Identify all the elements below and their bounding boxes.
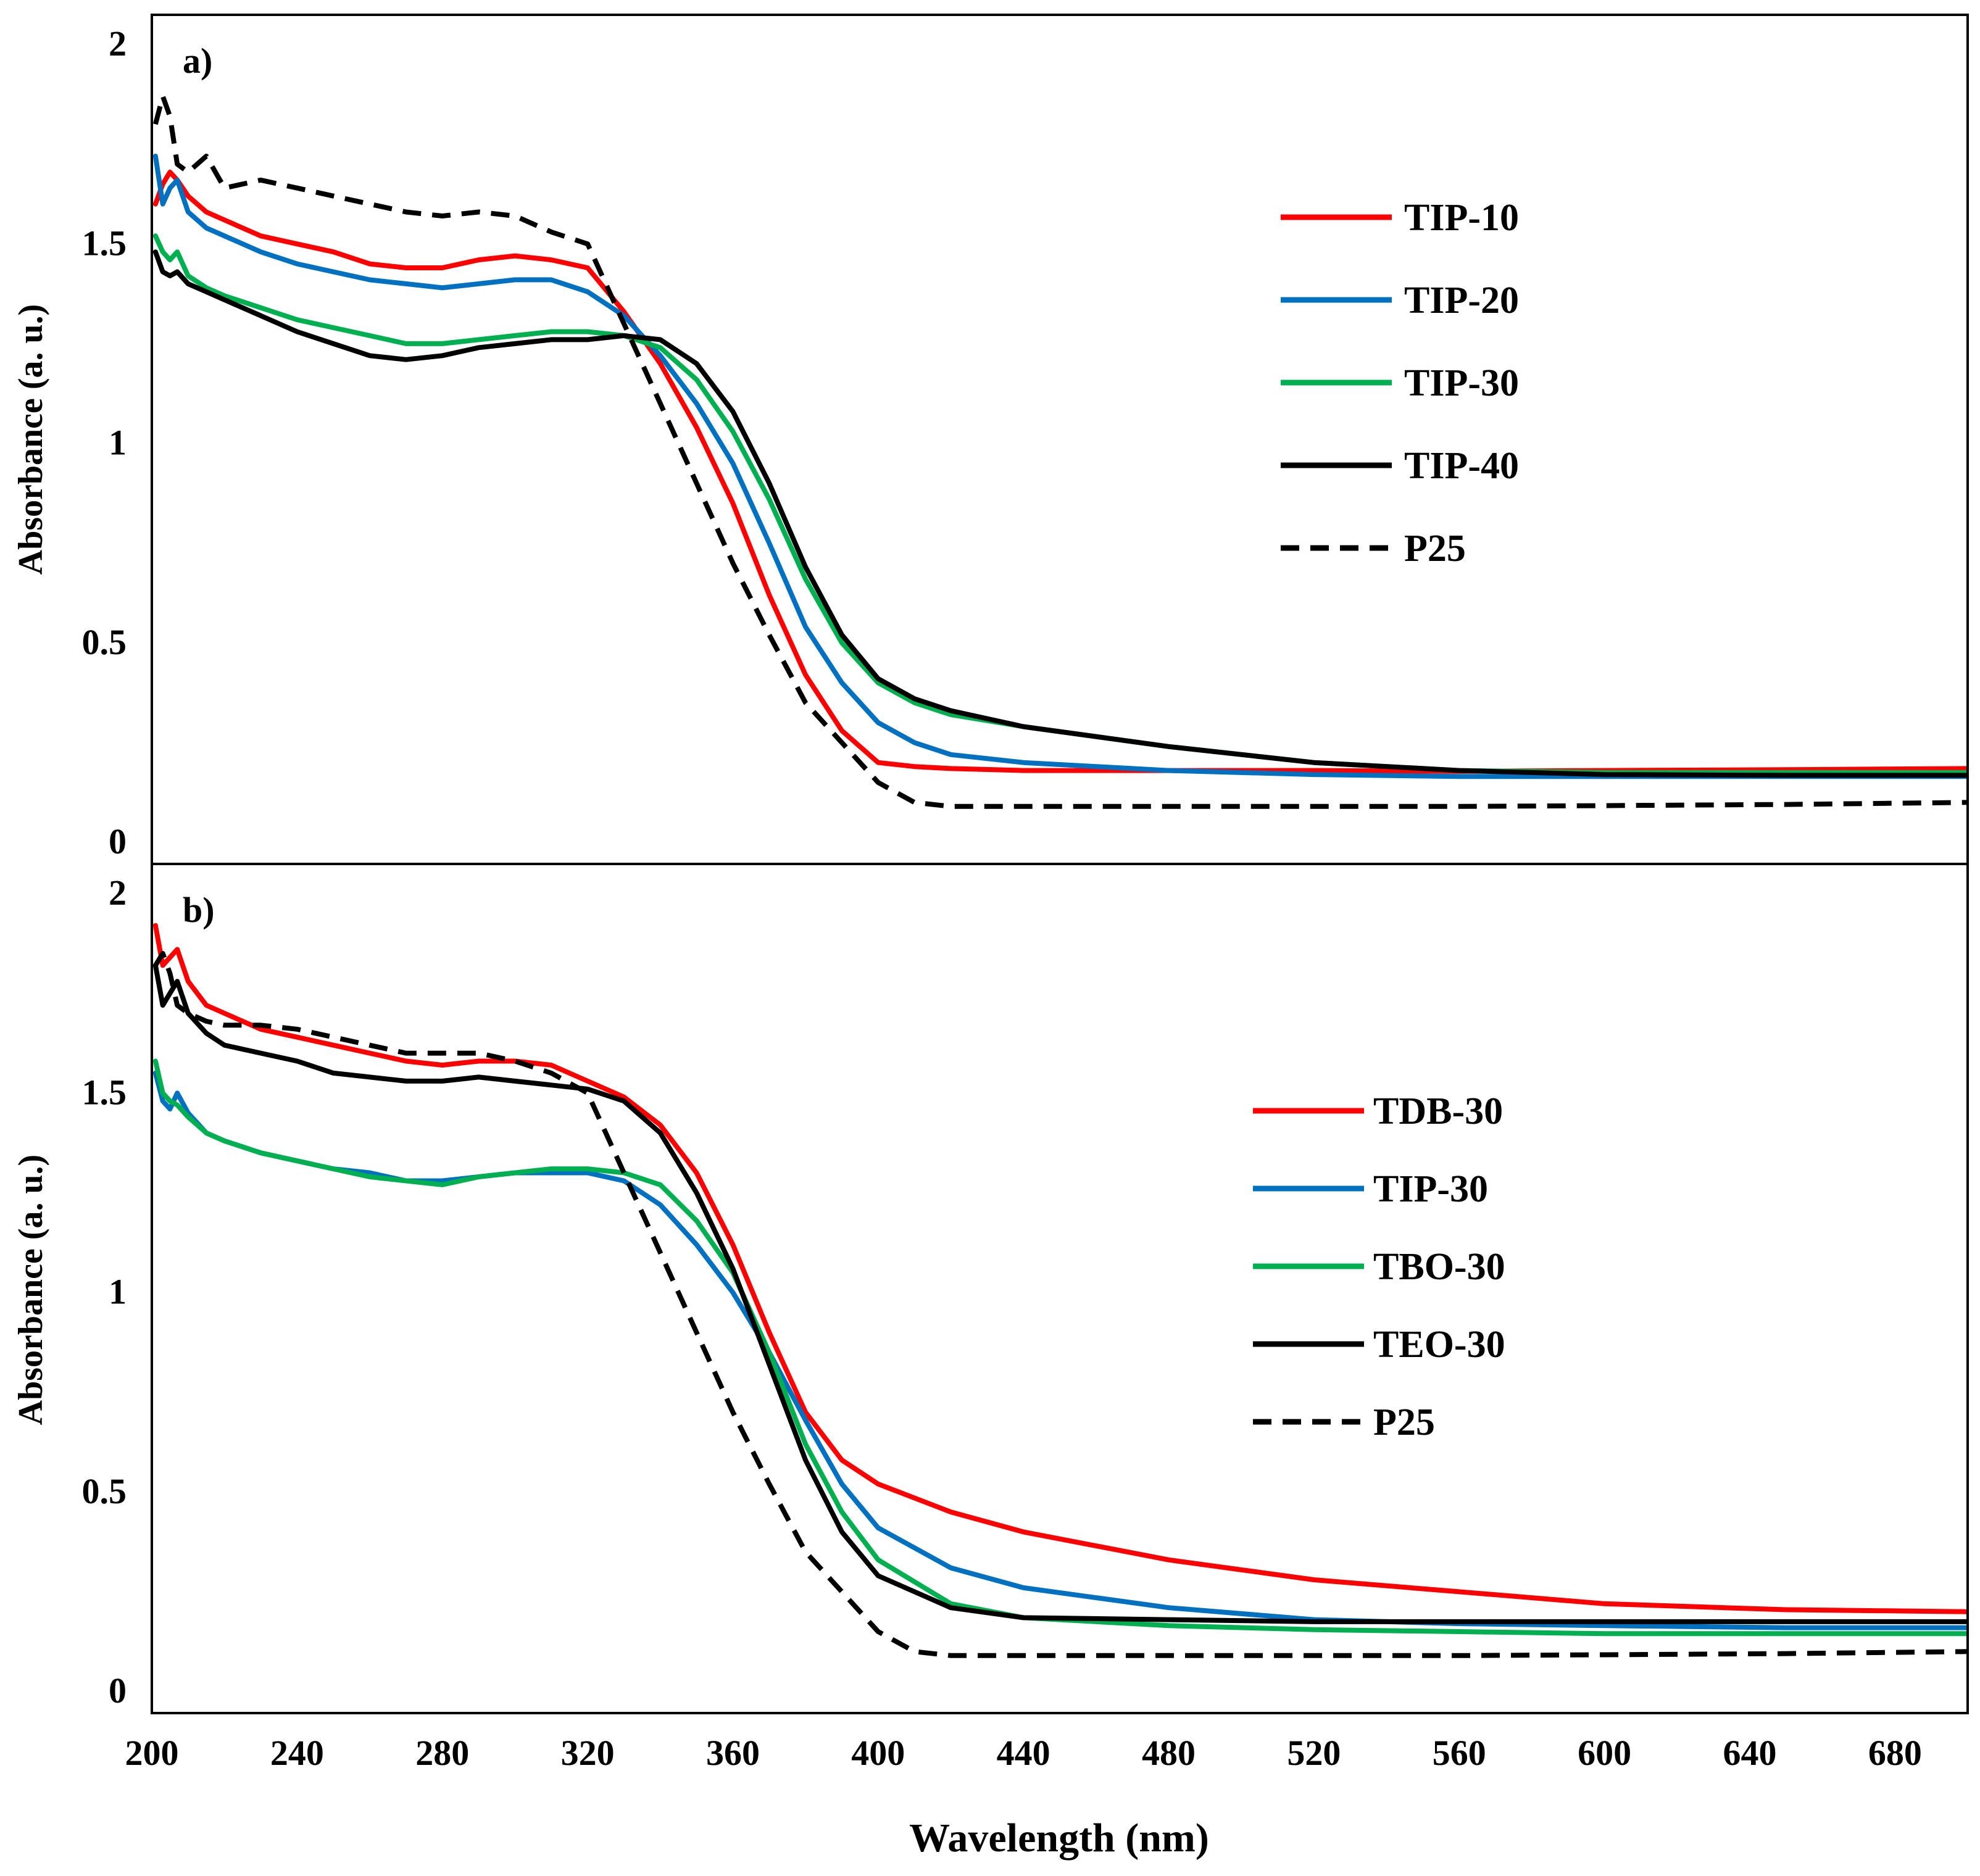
legend-label-tip-20: TIP-20 [1404,280,1519,322]
x-tick-label: 360 [706,1733,760,1773]
panel-b-series-line-tbo-30 [152,1058,1968,1637]
panel-a-series-line-tip-20 [152,154,1968,779]
x-tick-label: 680 [1868,1733,1922,1773]
legend-label-p25: P25 [1373,1401,1435,1443]
legend-label-tdb-30: TDB-30 [1373,1090,1503,1132]
x-tick-label: 400 [851,1733,905,1773]
panel-a-y-axis-label: Absorbance (a. u.) [12,304,50,575]
panel-b-series-line-teo-30 [152,963,1968,1624]
panel-b-series [152,923,1968,1658]
panel-a-label: a) [183,41,212,81]
x-tick-label: 240 [270,1733,324,1773]
x-tick-label: 640 [1723,1733,1776,1773]
panel-b-legend: TDB-30 TIP-30 TBO-30 TEO-30 P25 [1253,1090,1505,1443]
panel-a: a) Absorbance (a. u.) 00.511.52 TIP-10TI… [12,14,1969,865]
panel-b-y-tick-label: 0.5 [82,1471,127,1511]
panel-a-y-tick-label: 2 [109,23,127,64]
legend-label-teo-30: TEO-30 [1373,1324,1505,1366]
panel-a-y-tick-label: 0.5 [82,622,127,662]
panel-a-y-tick-label: 0 [109,821,127,861]
panel-b-y-tick-label: 2 [109,873,127,913]
panel-a-series-line-tip-10 [152,169,1968,774]
x-tick-label: 280 [415,1733,469,1773]
panel-b-series-line-p25 [153,951,1968,1658]
x-tick-label: 600 [1578,1733,1631,1773]
x-axis-ticks: 200 240 280 320 360 400 440 480 520 560 600 640 680 [125,1733,1922,1773]
x-tick-label: 520 [1287,1733,1341,1773]
x-tick-label: 440 [997,1733,1050,1773]
x-tick-label: 560 [1433,1733,1486,1773]
panel-a-y-tick-label: 1.5 [82,223,127,263]
panel-b-frame [151,863,1969,1714]
panel-b-y-tick-label: 0 [109,1671,127,1711]
panel-a-series [152,94,1968,809]
panel-b-label: b) [183,890,215,930]
panel-b-y-ticks: 0 0.5 1 1.5 2 [82,873,127,1711]
panel-b: b) Absorbance (a. u.) 0 0.5 1 1.5 2 TDB-30 TI… [12,863,1969,1714]
panel-a-series-line-tip-40 [152,249,1968,778]
legend-label-tbo-30: TBO-30 [1373,1246,1505,1288]
x-tick-label: 480 [1142,1733,1196,1773]
panel-a-legend: TIP-10 TIP-20 TIP-30 TIP-40 P25 [1281,197,1519,570]
panel-a-y-tick-label: 1 [109,423,127,463]
legend-label-tip-30: TIP-30 [1373,1168,1488,1210]
panel-a-y-ticks: 0 0.5 1 1.5 2 [82,23,127,861]
x-axis-label: Wavelength (nm) [909,1816,1209,1861]
legend-label-tip-10: TIP-10 [1404,197,1519,239]
panel-b-y-tick-label: 1.5 [82,1072,127,1112]
panel-a-series-line-p25 [153,94,1968,809]
x-tick-label: 200 [125,1733,179,1773]
x-tick-label: 320 [561,1733,615,1773]
panel-b-series-line-tdb-30 [152,923,1968,1614]
panel-b-y-axis-label: Absorbance (a. u.) [12,1155,50,1426]
legend-label-tip-40: TIP-40 [1404,445,1519,487]
legend-label-p25: P25 [1404,528,1466,570]
panel-b-y-tick-label: 1 [109,1272,127,1312]
legend-label-tip-30: TIP-30 [1404,362,1519,404]
